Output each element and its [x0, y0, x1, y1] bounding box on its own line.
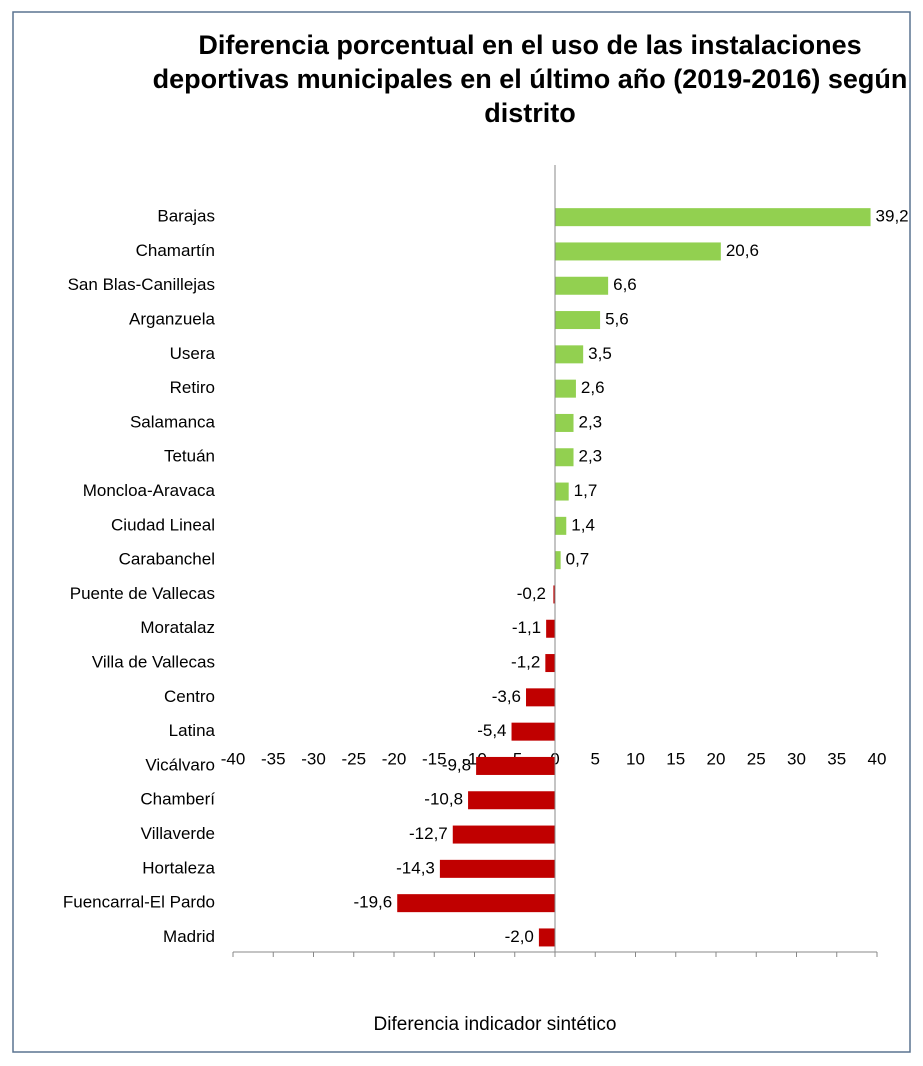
value-label: 39,2	[876, 207, 909, 226]
bar	[555, 311, 601, 330]
y-tick-label: Chamberí	[140, 790, 215, 809]
bar	[538, 928, 555, 947]
y-tick-label: Tetuán	[164, 447, 215, 466]
y-tick-label: Villa de Vallecas	[92, 653, 215, 672]
y-tick-label: San Blas-Canillejas	[68, 275, 215, 294]
bar	[545, 654, 555, 673]
y-tick-label: Centro	[164, 687, 215, 706]
x-tick-label: -15	[422, 749, 447, 768]
bar	[555, 551, 561, 570]
y-tick-label: Moncloa-Aravaca	[83, 481, 216, 500]
value-label: -5,4	[477, 721, 506, 740]
y-tick-label: Retiro	[170, 378, 215, 397]
bar	[511, 722, 555, 741]
y-tick-label: Puente de Vallecas	[70, 584, 215, 603]
value-label: 6,6	[613, 275, 637, 294]
chart-title: Diferencia porcentual en el uso de las i…	[152, 30, 908, 128]
x-tick-label: -35	[261, 749, 286, 768]
value-label: 2,3	[579, 447, 603, 466]
value-label: -19,6	[353, 893, 392, 912]
bar	[555, 379, 576, 398]
value-label: 2,3	[579, 412, 603, 431]
x-tick-label: -25	[341, 749, 366, 768]
y-tick-label: Fuencarral-El Pardo	[63, 893, 215, 912]
bar	[555, 276, 609, 295]
value-label: 2,6	[581, 378, 605, 397]
y-tick-label: Arganzuela	[129, 310, 216, 329]
y-tick-label: Villaverde	[141, 824, 215, 843]
value-label: 1,7	[574, 481, 598, 500]
bar	[476, 756, 555, 775]
bar	[439, 859, 555, 878]
x-tick-label: -40	[221, 749, 246, 768]
y-tick-label: Carabanchel	[119, 550, 215, 569]
frame	[12, 11, 911, 1053]
x-tick-label: 20	[707, 749, 726, 768]
bar	[555, 516, 567, 535]
y-tick-label: Latina	[169, 721, 216, 740]
value-label: 3,5	[588, 344, 612, 363]
x-tick-label: -30	[301, 749, 326, 768]
bar	[546, 619, 555, 638]
bar	[452, 825, 555, 844]
value-label: 5,6	[605, 310, 629, 329]
value-label: -10,8	[424, 790, 463, 809]
y-tick-label: Hortaleza	[142, 858, 215, 877]
x-tick-label: 40	[868, 749, 887, 768]
x-tick-label: 15	[666, 749, 685, 768]
y-tick-label: Ciudad Lineal	[111, 515, 215, 534]
value-label: -0,2	[517, 584, 546, 603]
x-axis-label: Diferencia indicador sintético	[374, 1014, 617, 1035]
bar	[555, 482, 569, 501]
y-tick-label: Salamanca	[130, 412, 216, 431]
bar	[555, 448, 574, 467]
x-tick-label: -20	[382, 749, 407, 768]
bar	[526, 688, 555, 707]
value-label: -9,8	[442, 755, 471, 774]
value-label: -2,0	[505, 927, 534, 946]
bar	[555, 345, 584, 364]
x-tick-label: 30	[787, 749, 806, 768]
bar	[555, 413, 574, 432]
y-tick-label: Madrid	[163, 927, 215, 946]
y-tick-label: Usera	[170, 344, 216, 363]
value-label: 0,7	[566, 550, 590, 569]
bar	[553, 585, 555, 604]
value-label: -3,6	[492, 687, 521, 706]
x-tick-label: 35	[827, 749, 846, 768]
y-tick-label: Chamartín	[136, 241, 215, 260]
x-tick-label: 25	[747, 749, 766, 768]
bar	[555, 242, 721, 261]
value-label: 1,4	[571, 515, 595, 534]
y-tick-label: Moratalaz	[140, 618, 215, 637]
value-label: -1,1	[512, 618, 541, 637]
bar	[397, 894, 555, 913]
value-label: 20,6	[726, 241, 759, 260]
value-label: -14,3	[396, 858, 435, 877]
x-tick-label: 10	[626, 749, 645, 768]
y-tick-label: Vicálvaro	[145, 755, 215, 774]
bar	[555, 208, 871, 227]
value-label: -12,7	[409, 824, 448, 843]
x-tick-label: 5	[591, 749, 600, 768]
y-tick-label: Barajas	[157, 207, 215, 226]
value-label: -1,2	[511, 653, 540, 672]
bar	[468, 791, 555, 810]
